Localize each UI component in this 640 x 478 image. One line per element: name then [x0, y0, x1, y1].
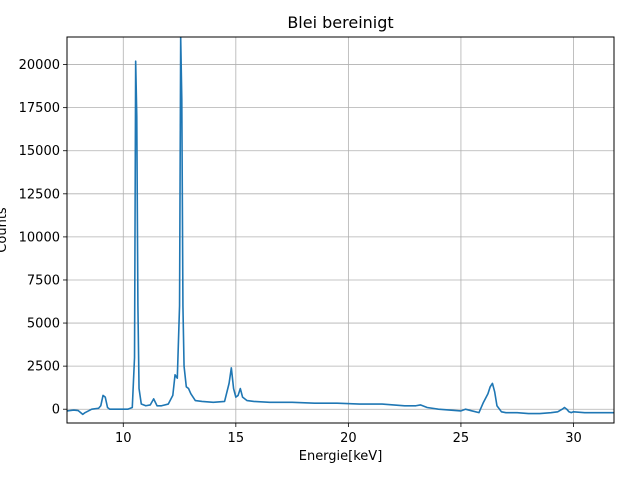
- x-tick-label: 30: [565, 431, 582, 446]
- y-tick-label: 17500: [19, 101, 60, 116]
- x-tick-label: 15: [228, 431, 245, 446]
- plot-frame: [66, 36, 615, 424]
- y-axis-title: Counts: [0, 207, 10, 253]
- y-tick-label: 15000: [19, 144, 60, 159]
- y-tick-label: 0: [52, 403, 60, 418]
- tick-labels: 10 15 20 25 30 0 2500 5000 7500 10000 12500 15000 17…: [19, 58, 582, 446]
- y-tick-label: 10000: [19, 230, 60, 245]
- y-tick-label: 20000: [19, 58, 60, 73]
- x-axis-title: Energie[keV]: [299, 449, 383, 464]
- x-tick-label: 10: [115, 431, 132, 446]
- y-tick-label: 2500: [27, 360, 60, 375]
- y-tick-label: 5000: [27, 317, 60, 332]
- series-line-0: [67, 37, 614, 416]
- series-layer: [67, 37, 614, 416]
- x-tick-label: 20: [340, 431, 357, 446]
- tick-marks: [63, 64, 574, 427]
- y-tick-label: 12500: [19, 187, 60, 202]
- grid-lines: [67, 37, 614, 423]
- y-tick-label: 7500: [27, 273, 60, 288]
- chart-title: Blei bereinigt: [287, 13, 393, 32]
- x-tick-label: 25: [453, 431, 470, 446]
